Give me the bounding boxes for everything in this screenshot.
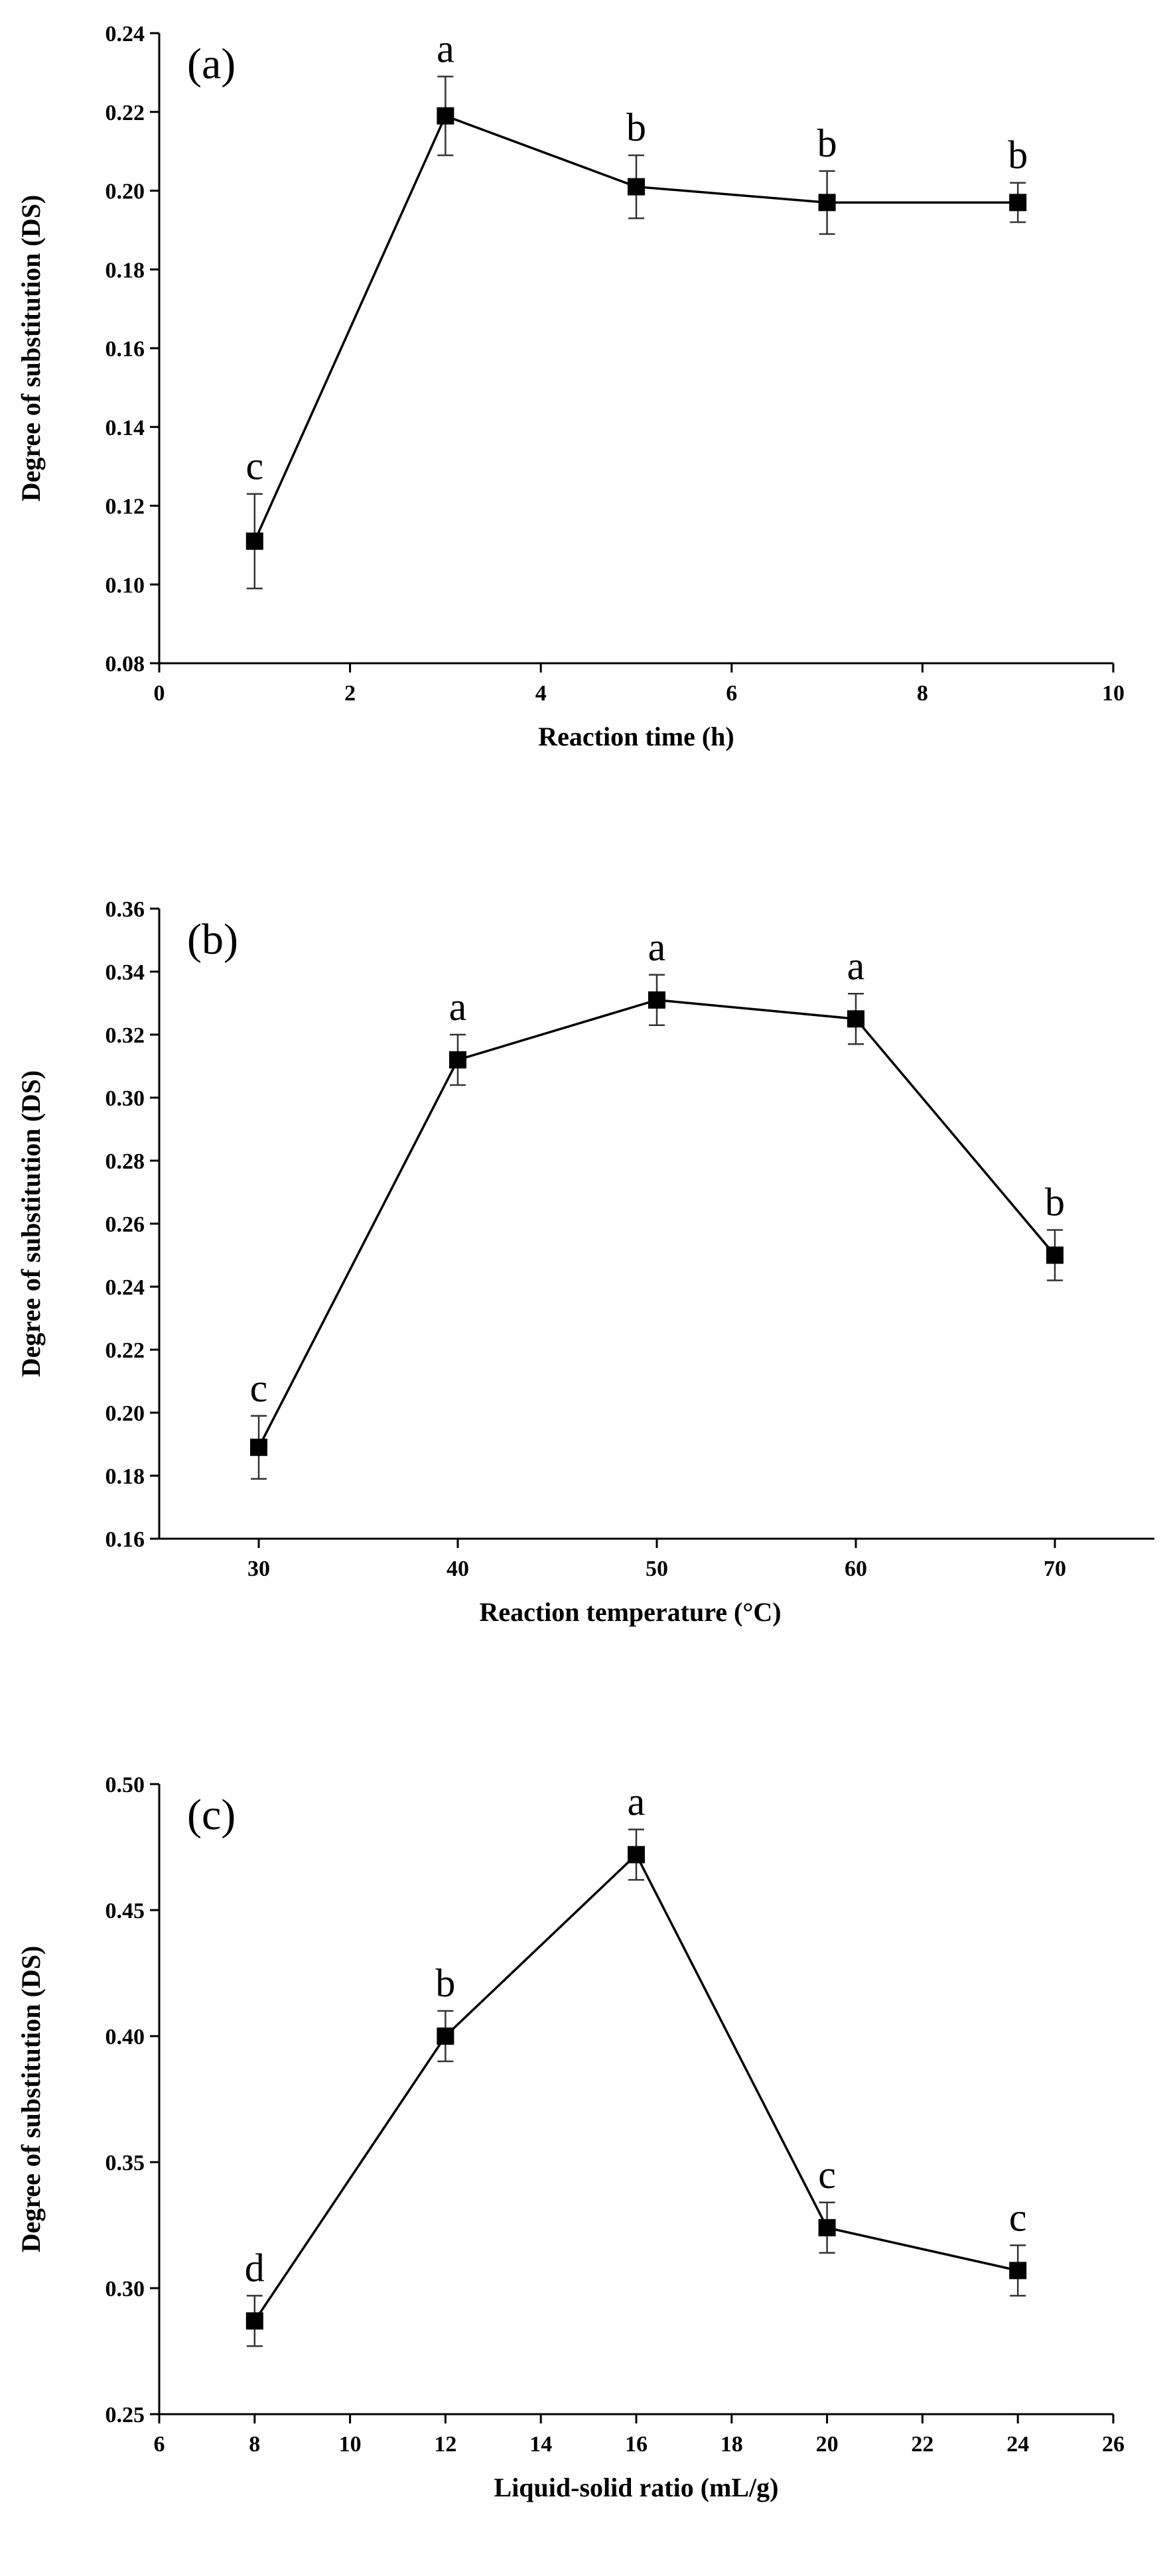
x-tick-label-a: 0	[154, 681, 165, 706]
y-tick-label-c: 0.40	[105, 2025, 145, 2049]
x-tick-label-a: 8	[917, 681, 928, 706]
x-tick-label-b: 40	[446, 1557, 469, 1581]
chart-panel-a: 0.08 0.10 0.12 0.14 0.16 0.18 0.20 0.22 0.24 0 2 4 6…	[16, 22, 1125, 751]
x-tick-label-b: 70	[1044, 1557, 1066, 1581]
y-tick-label-b: 0.34	[105, 960, 145, 985]
y-tick-label-c: 0.50	[105, 1773, 145, 1797]
x-axis-title-b: Reaction temperature (°C)	[479, 1597, 781, 1627]
data-point-a	[245, 532, 263, 550]
data-point-c	[437, 2028, 454, 2045]
x-tick-label-c: 26	[1102, 2432, 1125, 2457]
x-tick-label-b: 30	[247, 1557, 270, 1581]
y-tick-label-c: 0.25	[105, 2403, 145, 2427]
significance-label-c: a	[628, 1779, 646, 1823]
significance-label-c: d	[245, 2246, 265, 2289]
data-point-c	[245, 2312, 263, 2330]
x-tick-label-c: 8	[249, 2432, 260, 2457]
x-tick-label-c: 12	[434, 2432, 456, 2457]
significance-label-b: a	[449, 985, 467, 1029]
y-tick-label-a: 0.22	[105, 101, 145, 125]
y-tick-label-b: 0.36	[105, 897, 145, 922]
panel-label-b: (b)	[187, 915, 238, 964]
significance-label-a: b	[626, 105, 646, 149]
data-point-b	[648, 991, 665, 1009]
y-tick-label-a: 0.20	[105, 180, 145, 204]
x-tick-label-c: 24	[1006, 2432, 1029, 2457]
significance-label-a: a	[437, 27, 454, 70]
series-line-c	[253, 1852, 1018, 2322]
panel-label-a: (a)	[187, 40, 236, 88]
y-tick-label-a: 0.24	[105, 22, 145, 46]
data-point-c	[1009, 2262, 1027, 2280]
data-point-b	[847, 1010, 864, 1028]
significance-label-a: c	[245, 444, 263, 488]
panel-label-c: (c)	[187, 1791, 236, 1839]
y-tick-label-a: 0.18	[105, 258, 145, 283]
significance-label-a: b	[1008, 133, 1028, 177]
y-tick-label-a: 0.12	[105, 495, 145, 519]
y-tick-label-b: 0.24	[105, 1275, 145, 1300]
data-point-a	[818, 194, 836, 212]
x-axis-title-c: Liquid-solid ratio (mL/g)	[494, 2473, 779, 2502]
significance-label-b: c	[250, 1366, 268, 1410]
y-axis-title-a: Degree of substitution (DS)	[16, 195, 46, 502]
data-point-a	[437, 107, 454, 125]
y-tick-label-b: 0.28	[105, 1149, 145, 1174]
y-tick-label-a: 0.10	[105, 573, 145, 598]
y-tick-label-b: 0.16	[105, 1527, 145, 1552]
x-tick-label-c: 22	[911, 2432, 933, 2457]
significance-label-c: b	[435, 1961, 455, 2005]
x-tick-label-c: 18	[721, 2432, 743, 2457]
x-tick-label-a: 2	[344, 681, 356, 706]
x-tick-label-c: 10	[339, 2432, 362, 2457]
y-tick-label-b: 0.30	[105, 1086, 145, 1111]
significance-label-c: c	[818, 2153, 836, 2197]
data-point-b	[449, 1051, 466, 1068]
data-point-c	[628, 1846, 645, 1864]
x-tick-label-b: 50	[646, 1557, 668, 1581]
y-tick-label-c: 0.30	[105, 2277, 145, 2301]
y-axis-title-c: Degree of substitution (DS)	[16, 1946, 46, 2253]
significance-label-b: a	[847, 944, 865, 988]
y-tick-label-b: 0.22	[105, 1338, 145, 1363]
x-tick-label-a: 4	[535, 681, 547, 706]
y-tick-label-c: 0.45	[105, 1899, 145, 1923]
data-point-a	[628, 178, 645, 196]
x-tick-label-c: 14	[529, 2432, 552, 2457]
x-tick-label-c: 20	[816, 2432, 839, 2457]
y-tick-label-c: 0.35	[105, 2151, 145, 2175]
y-tick-label-a: 0.16	[105, 337, 145, 361]
x-axis-title-a: Reaction time (h)	[538, 722, 734, 751]
y-tick-label-a: 0.08	[105, 652, 145, 676]
significance-label-c: c	[1009, 2195, 1027, 2239]
x-tick-label-b: 60	[845, 1557, 867, 1581]
y-tick-label-b: 0.18	[105, 1464, 145, 1489]
y-axis-title-b: Degree of substitution (DS)	[16, 1070, 46, 1378]
x-tick-label-c: 16	[625, 2432, 648, 2457]
y-tick-label-b: 0.32	[105, 1023, 145, 1048]
x-tick-label-a: 10	[1102, 681, 1125, 706]
series-line-b	[257, 998, 1056, 1449]
y-tick-label-a: 0.14	[105, 416, 145, 440]
x-tick-label-c: 6	[154, 2432, 165, 2457]
data-point-c	[818, 2219, 836, 2236]
data-point-b	[1046, 1246, 1064, 1264]
chart-panel-b: 0.16 0.18 0.20 0.22 0.24 0.26 0.28 0.30 0.32 0.34…	[16, 897, 1154, 1627]
significance-label-a: b	[817, 121, 837, 165]
data-point-b	[250, 1439, 267, 1456]
chart-panel-c: 0.25 0.30 0.35 0.40 0.45 0.50 6 8 10 12 14 16 18 20 22…	[16, 1773, 1125, 2502]
significance-label-b: a	[648, 925, 666, 969]
y-tick-label-b: 0.26	[105, 1212, 145, 1237]
y-tick-label-b: 0.20	[105, 1401, 145, 1426]
significance-label-b: b	[1045, 1181, 1065, 1224]
data-point-a	[1009, 194, 1027, 212]
x-tick-label-a: 6	[726, 681, 737, 706]
